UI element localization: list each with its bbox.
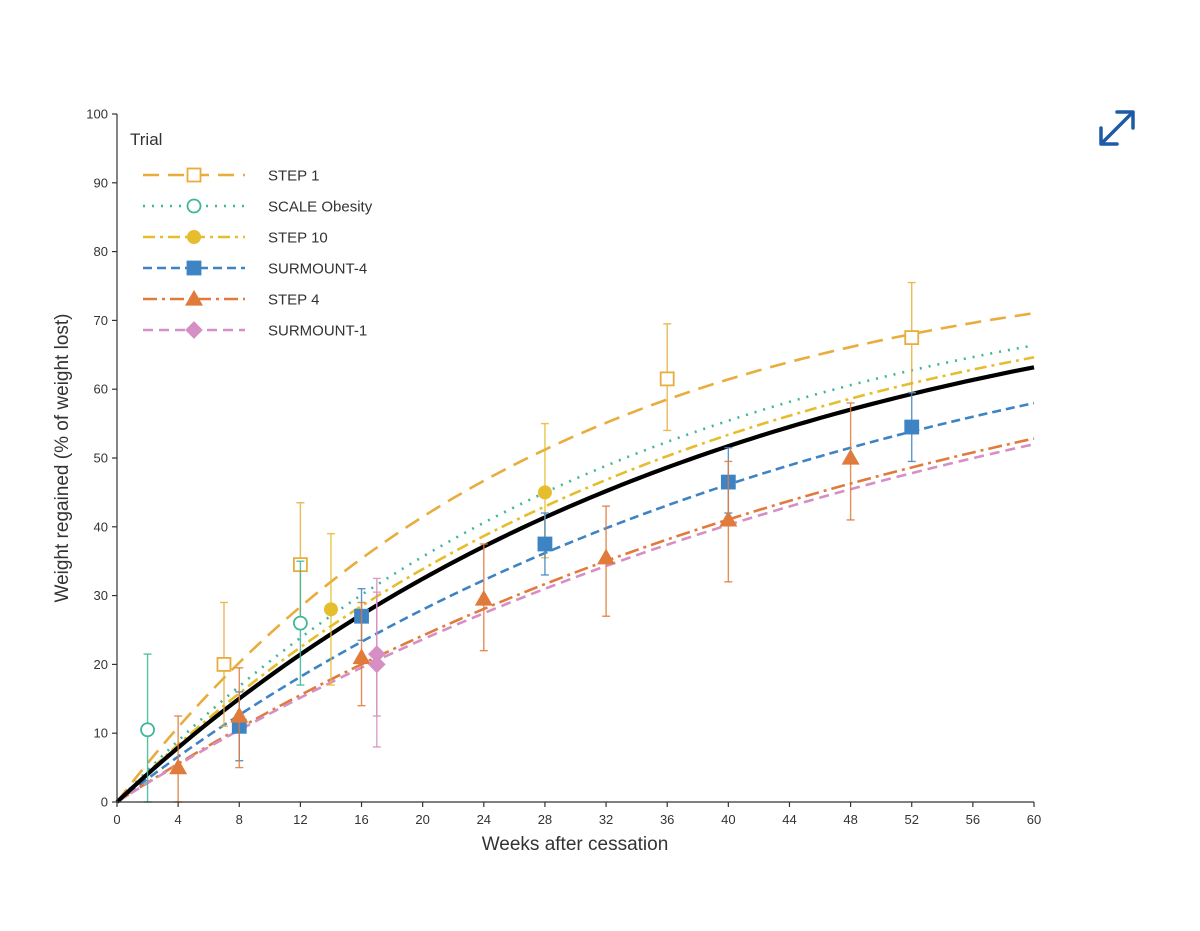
y-tick-label: 30 (94, 588, 108, 603)
point-group-step-1-2 (659, 323, 675, 432)
x-tick-label: 20 (415, 812, 429, 827)
point-marker (537, 536, 553, 552)
legend-item-step-4: STEP 4 (143, 289, 319, 309)
point-group-surmount-4-2 (537, 512, 553, 576)
point-group-step-4-0 (169, 715, 188, 803)
y-tick-label: 0 (101, 795, 108, 810)
point-marker (169, 758, 188, 775)
point-group-step-1-3 (904, 281, 920, 394)
legend-item-surmount-4: SURMOUNT-4 (143, 261, 367, 278)
x-tick-label: 56 (966, 812, 980, 827)
legend-item-surmount-1: SURMOUNT-1 (143, 321, 367, 340)
curve-surmount-4 (116, 401, 1035, 804)
y-tick-label: 20 (94, 657, 108, 672)
point-group-surmount-4-4 (904, 391, 920, 463)
point-group-step-4-5 (719, 460, 738, 583)
point-marker (537, 485, 552, 500)
legend-marker (185, 321, 203, 339)
x-tick-label: 48 (843, 812, 857, 827)
x-tick-label: 8 (236, 812, 243, 827)
legend-item-step-10: STEP 10 (143, 230, 328, 247)
point-marker (367, 655, 386, 674)
point-group-step-1-0 (216, 601, 232, 728)
data-points (140, 281, 920, 803)
x-tick-label: 60 (1027, 812, 1041, 827)
expand-button[interactable] (1092, 103, 1142, 153)
x-tick-label: 28 (538, 812, 552, 827)
legend-label: SCALE Obesity (268, 199, 373, 216)
fitted-curves (115, 311, 1035, 804)
curve-scale-obesity (116, 344, 1035, 803)
curve-step-10 (116, 356, 1035, 803)
point-marker (216, 657, 232, 672)
curve-step-1 (115, 311, 1035, 803)
point-group-step-4-6 (841, 402, 860, 521)
point-marker (719, 510, 738, 527)
point-marker (352, 648, 371, 665)
legend-label: STEP 1 (268, 168, 319, 185)
curve-step-4 (116, 437, 1035, 804)
point-group-surmount-1-1 (367, 577, 386, 748)
x-tick-label: 52 (904, 812, 918, 827)
point-group-step-4-1 (230, 667, 249, 769)
point-marker (904, 330, 920, 346)
x-tick-label: 44 (782, 812, 796, 827)
point-marker (230, 706, 249, 723)
y-tick-label: 10 (94, 726, 108, 741)
x-tick-label: 4 (175, 812, 182, 827)
point-group-step-4-2 (352, 601, 371, 707)
legend: Trial STEP 1 SCALE Obesity STEP 10 SURMOUNT-… (130, 130, 373, 340)
legend-title: Trial (130, 130, 162, 149)
expand-icon (1099, 110, 1135, 146)
x-tick-label: 24 (477, 812, 491, 827)
point-group-step-10-0 (323, 532, 338, 686)
legend-label: SURMOUNT-1 (268, 323, 367, 340)
curve-surmount-1 (116, 442, 1035, 804)
y-tick-label: 60 (94, 382, 108, 397)
x-tick-label: 12 (293, 812, 307, 827)
point-marker (140, 722, 155, 738)
x-tick-label: 0 (113, 812, 120, 827)
legend-label: STEP 10 (268, 230, 328, 247)
legend-marker (186, 260, 202, 276)
legend-label: STEP 4 (268, 292, 319, 309)
point-group-scale-obesity-1 (292, 560, 308, 686)
y-tick-label: 50 (94, 451, 108, 466)
y-tick-label: 40 (94, 519, 108, 534)
legend-marker (186, 198, 202, 214)
y-tick-label: 80 (94, 244, 108, 259)
x-tick-label: 16 (354, 812, 368, 827)
point-marker (323, 602, 338, 617)
point-marker (841, 448, 860, 465)
point-marker (292, 615, 308, 631)
legend-item-scale-obesity: SCALE Obesity (143, 199, 373, 216)
point-group-step-4-3 (474, 543, 493, 652)
point-marker (659, 371, 675, 387)
y-tick-label: 100 (86, 107, 108, 122)
point-marker (597, 548, 616, 565)
legend-marker (186, 167, 202, 183)
legend-label: SURMOUNT-4 (268, 261, 367, 278)
legend-marker (185, 289, 203, 306)
point-marker (474, 589, 493, 606)
y-tick-label: 70 (94, 313, 108, 328)
curve-pooled (115, 365, 1035, 804)
point-marker (904, 419, 920, 435)
y-axis-title: Weight regained (% of weight lost) (52, 313, 73, 602)
x-axis-title: Weeks after cessation (482, 834, 669, 855)
y-tick-label: 90 (94, 175, 108, 190)
legend-marker (187, 230, 201, 244)
legend-item-step-1: STEP 1 (143, 168, 319, 185)
x-tick-label: 40 (721, 812, 735, 827)
x-tick-label: 36 (660, 812, 674, 827)
point-group-step-4-4 (597, 505, 616, 617)
x-tick-label: 32 (599, 812, 613, 827)
